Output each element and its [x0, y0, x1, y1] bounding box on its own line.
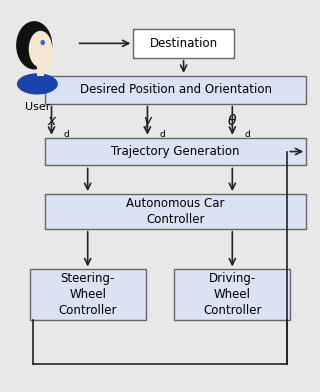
Text: Autonomous Car
Controller: Autonomous Car Controller	[126, 197, 225, 226]
FancyBboxPatch shape	[45, 138, 306, 165]
Ellipse shape	[17, 73, 58, 94]
Text: Trajectory Generation: Trajectory Generation	[111, 145, 240, 158]
Text: d: d	[159, 129, 165, 138]
Ellipse shape	[48, 52, 54, 56]
Ellipse shape	[29, 31, 52, 67]
Ellipse shape	[36, 60, 51, 72]
Text: y: y	[143, 114, 152, 128]
Text: Destination: Destination	[149, 37, 218, 50]
FancyBboxPatch shape	[45, 194, 306, 229]
Text: Steering-
Wheel
Controller: Steering- Wheel Controller	[59, 272, 117, 317]
Circle shape	[41, 40, 45, 45]
Text: θ: θ	[228, 114, 236, 128]
Text: Driving-
Wheel
Controller: Driving- Wheel Controller	[203, 272, 261, 317]
Text: x: x	[47, 114, 56, 128]
FancyBboxPatch shape	[133, 29, 234, 58]
Ellipse shape	[16, 21, 52, 69]
Text: User: User	[25, 102, 50, 112]
FancyBboxPatch shape	[37, 65, 44, 76]
FancyBboxPatch shape	[174, 269, 291, 319]
FancyBboxPatch shape	[29, 269, 146, 319]
Text: d: d	[244, 129, 250, 138]
FancyBboxPatch shape	[45, 76, 306, 103]
Text: Desired Position and Orientation: Desired Position and Orientation	[80, 83, 272, 96]
Text: d: d	[63, 129, 69, 138]
